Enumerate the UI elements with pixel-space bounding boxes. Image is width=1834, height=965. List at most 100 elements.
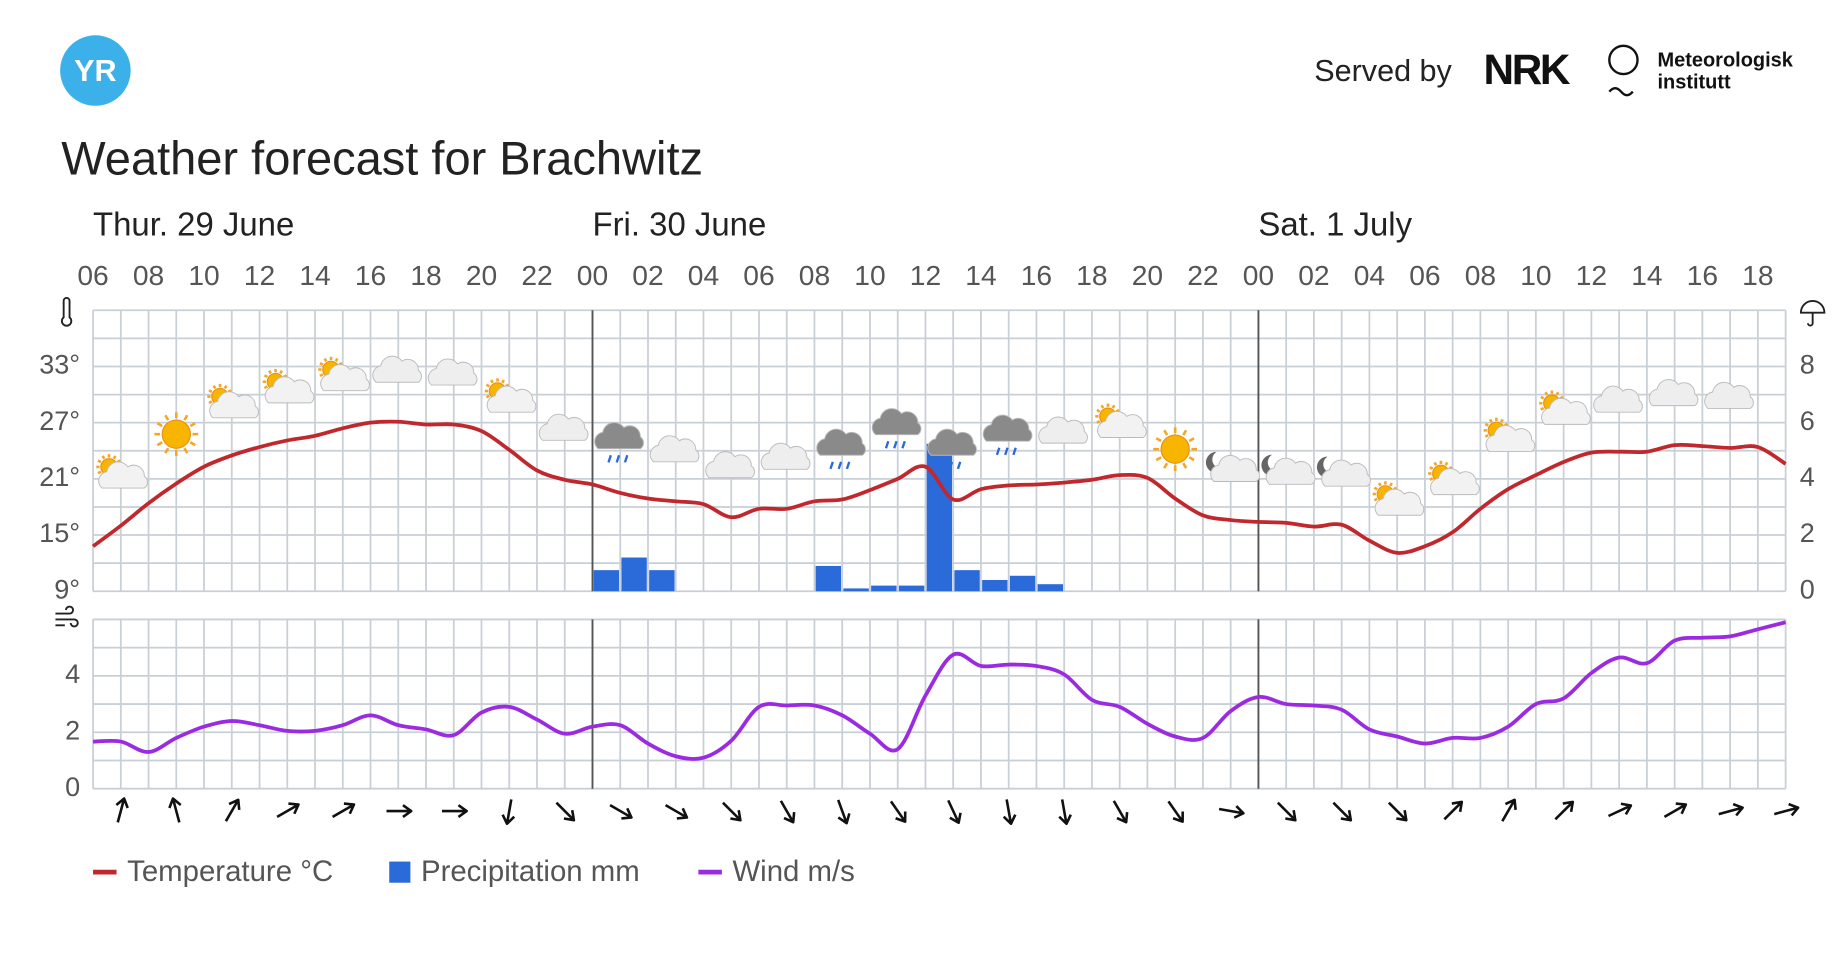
logo: YR [74, 54, 116, 88]
wind-arrow [836, 799, 851, 825]
weather-icon [538, 413, 589, 441]
weather-icon [1539, 390, 1591, 425]
met-name: institutt [1657, 72, 1731, 94]
sun-ray [1377, 482, 1382, 487]
met-wave [1608, 86, 1634, 97]
y-tick-label: 33° [39, 350, 80, 380]
weather-icon [1372, 481, 1425, 516]
x-tick-label: 10 [188, 259, 219, 291]
wind-arrow [1443, 800, 1464, 821]
x-tick-label: 02 [1298, 259, 1329, 291]
wind-arrow [1112, 800, 1129, 824]
y-tick-label: 4 [65, 659, 80, 689]
met-name: Meteorologisk [1657, 49, 1793, 71]
x-tick-label: 04 [688, 259, 719, 291]
cloud [264, 376, 315, 404]
sun-ray [164, 447, 170, 454]
sun-ray [1433, 461, 1438, 466]
precip-bar [1009, 575, 1036, 592]
raindrop [995, 447, 1001, 456]
cloud [1321, 459, 1371, 487]
x-tick-label: 10 [1520, 259, 1551, 291]
sun [161, 419, 191, 449]
raindrop [1004, 447, 1009, 456]
weather-icon [871, 408, 922, 449]
wind-arrow [1387, 801, 1408, 822]
weather-icon [705, 451, 755, 479]
moon [1316, 456, 1337, 478]
raindrop [1012, 447, 1017, 456]
sun-ray [1182, 429, 1188, 436]
precip-bar [871, 585, 897, 592]
wind-arrow [168, 797, 182, 823]
wind-arrow-shape [1002, 799, 1017, 826]
sun-ray [1096, 419, 1101, 424]
sun-ray [490, 379, 494, 384]
sun-ray [101, 455, 106, 460]
y2-tick-label: 2 [1800, 518, 1815, 548]
sun-ray [212, 384, 217, 390]
weather-icon [1428, 460, 1480, 496]
precip-bar [954, 570, 980, 592]
wind-arrow [386, 804, 413, 818]
sun-ray [319, 362, 324, 366]
wind-arrow [1607, 802, 1633, 818]
x-tick-label: 18 [410, 259, 441, 291]
weather-icon [1316, 456, 1371, 487]
wind-arrow-shape [1058, 799, 1072, 826]
day-label: Fri. 30 June [592, 206, 766, 243]
wind-arrow [331, 802, 356, 819]
x-tick-label: 14 [1631, 259, 1662, 291]
cloud [209, 391, 259, 419]
wind-arrow-shape [386, 804, 413, 818]
x-tick-label: 06 [1409, 259, 1440, 291]
x-tick-label: 20 [466, 259, 497, 291]
x-tick-label: 08 [133, 259, 164, 291]
x-tick-label: 04 [1354, 259, 1385, 291]
cloud [816, 428, 866, 456]
wind-arrow-shape [1663, 802, 1688, 819]
wind-arrow-shape [331, 802, 356, 819]
nrk-logo: NRK [1484, 46, 1571, 93]
cloud [1097, 410, 1147, 438]
sun-ray [1429, 477, 1434, 481]
wind-arrow [276, 802, 300, 819]
weather-icon [96, 454, 148, 489]
wind-arrow-shape [1218, 805, 1245, 819]
day-label: Sat. 1 July [1258, 206, 1412, 243]
raindrop [956, 461, 962, 470]
x-tick-label: 06 [77, 259, 108, 291]
cloud [1430, 468, 1480, 496]
weather-icon [1038, 416, 1088, 444]
precip-bar [982, 579, 1008, 592]
cloud [760, 442, 811, 470]
x-tick-label: 06 [743, 259, 774, 291]
sun-ray [268, 370, 272, 375]
wind-arrow [664, 804, 689, 820]
sun-ray [323, 357, 328, 362]
wind-arrow-shape [1607, 802, 1633, 818]
weather-icon [207, 383, 259, 419]
sun-ray [189, 441, 196, 447]
precip-bar [898, 585, 925, 592]
precip-bar [843, 588, 869, 592]
sun-ray [112, 455, 117, 460]
sun-ray [183, 447, 189, 454]
legend-swatch [389, 861, 411, 883]
x-tick-label: 20 [1132, 259, 1163, 291]
wind-arrow [501, 799, 516, 826]
sun-ray [1100, 404, 1105, 409]
x-tick-label: 22 [521, 259, 552, 291]
sun-ray [1155, 437, 1162, 443]
precip-bar [621, 557, 647, 592]
sun-ray [1188, 437, 1195, 443]
wind-arrow-shape [609, 804, 633, 820]
cloud [98, 461, 148, 489]
wind-arrow [1002, 799, 1017, 826]
wind-arrow [1058, 799, 1072, 826]
wind-arrow-shape [889, 800, 907, 823]
sun-ray [183, 414, 189, 421]
logo-badge [60, 35, 131, 106]
cloud [538, 413, 589, 441]
y-tick-label: 9° [54, 574, 80, 604]
